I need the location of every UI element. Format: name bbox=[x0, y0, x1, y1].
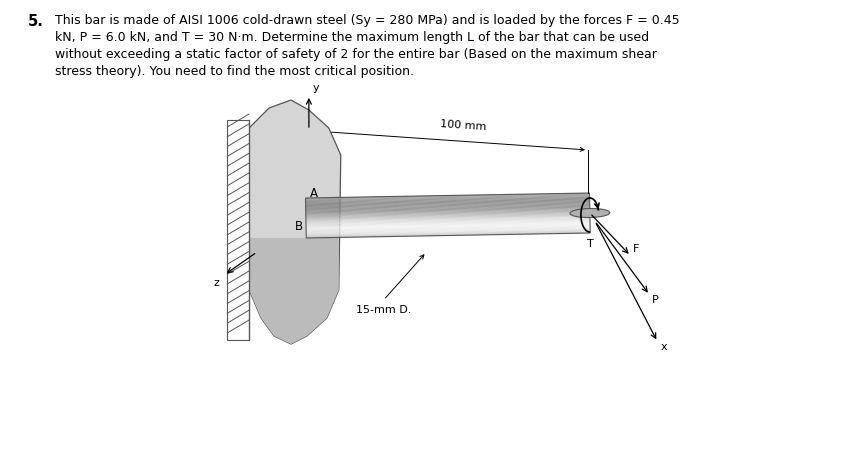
Polygon shape bbox=[306, 207, 590, 213]
Polygon shape bbox=[306, 205, 590, 211]
Polygon shape bbox=[306, 200, 590, 206]
Polygon shape bbox=[247, 100, 341, 344]
Polygon shape bbox=[306, 228, 590, 234]
Text: B: B bbox=[295, 220, 303, 233]
Polygon shape bbox=[306, 218, 590, 224]
Polygon shape bbox=[306, 216, 590, 221]
Polygon shape bbox=[306, 209, 590, 215]
Ellipse shape bbox=[570, 208, 610, 217]
Polygon shape bbox=[306, 206, 590, 211]
Polygon shape bbox=[306, 227, 590, 233]
Polygon shape bbox=[306, 195, 590, 201]
Polygon shape bbox=[306, 231, 590, 236]
Polygon shape bbox=[306, 198, 590, 203]
Polygon shape bbox=[306, 219, 590, 224]
Polygon shape bbox=[306, 201, 590, 207]
Polygon shape bbox=[306, 220, 590, 226]
Text: 100 mm: 100 mm bbox=[440, 119, 487, 132]
Polygon shape bbox=[306, 202, 590, 207]
Polygon shape bbox=[306, 229, 590, 235]
Polygon shape bbox=[306, 203, 590, 209]
Polygon shape bbox=[249, 238, 339, 344]
Text: without exceeding a static factor of safety of 2 for the entire bar (Based on th: without exceeding a static factor of saf… bbox=[55, 48, 656, 61]
Text: F: F bbox=[632, 244, 639, 254]
Polygon shape bbox=[306, 212, 590, 218]
Polygon shape bbox=[306, 193, 590, 199]
Polygon shape bbox=[306, 220, 590, 225]
Polygon shape bbox=[306, 204, 590, 210]
Polygon shape bbox=[306, 198, 590, 204]
Text: kN, P = 6.0 kN, and T = 30 N·m. Determine the maximum length L of the bar that c: kN, P = 6.0 kN, and T = 30 N·m. Determin… bbox=[55, 31, 649, 44]
Text: y: y bbox=[313, 83, 320, 93]
Polygon shape bbox=[306, 215, 590, 220]
Polygon shape bbox=[306, 207, 590, 212]
Polygon shape bbox=[306, 211, 590, 217]
Text: A: A bbox=[310, 187, 318, 200]
Text: P: P bbox=[651, 295, 658, 305]
Text: This bar is made of AISI 1006 cold-drawn steel (Sy = 280 MPa) and is loaded by t: This bar is made of AISI 1006 cold-drawn… bbox=[55, 14, 680, 27]
Polygon shape bbox=[306, 214, 590, 220]
Polygon shape bbox=[306, 225, 590, 231]
Polygon shape bbox=[306, 221, 590, 227]
Polygon shape bbox=[306, 216, 590, 222]
Polygon shape bbox=[306, 217, 590, 223]
Polygon shape bbox=[306, 208, 590, 214]
Polygon shape bbox=[306, 211, 590, 216]
Polygon shape bbox=[227, 120, 249, 340]
Polygon shape bbox=[306, 231, 590, 237]
Polygon shape bbox=[306, 197, 590, 203]
Polygon shape bbox=[306, 194, 590, 200]
Polygon shape bbox=[306, 202, 590, 208]
Polygon shape bbox=[306, 232, 590, 238]
Polygon shape bbox=[306, 223, 590, 229]
Text: 5.: 5. bbox=[28, 14, 44, 29]
Polygon shape bbox=[306, 213, 590, 219]
Text: T: T bbox=[586, 239, 593, 249]
Text: 15-mm D.: 15-mm D. bbox=[356, 305, 411, 315]
Polygon shape bbox=[306, 210, 590, 216]
Text: z: z bbox=[213, 278, 219, 288]
Polygon shape bbox=[306, 230, 590, 236]
Polygon shape bbox=[306, 222, 590, 228]
Polygon shape bbox=[306, 194, 590, 200]
Polygon shape bbox=[306, 227, 590, 233]
Polygon shape bbox=[306, 226, 590, 232]
Polygon shape bbox=[306, 224, 590, 229]
Text: x: x bbox=[661, 342, 668, 352]
Polygon shape bbox=[306, 196, 590, 202]
Polygon shape bbox=[306, 224, 590, 230]
Polygon shape bbox=[306, 199, 590, 205]
Text: stress theory). You need to find the most critical position.: stress theory). You need to find the mos… bbox=[55, 65, 414, 78]
